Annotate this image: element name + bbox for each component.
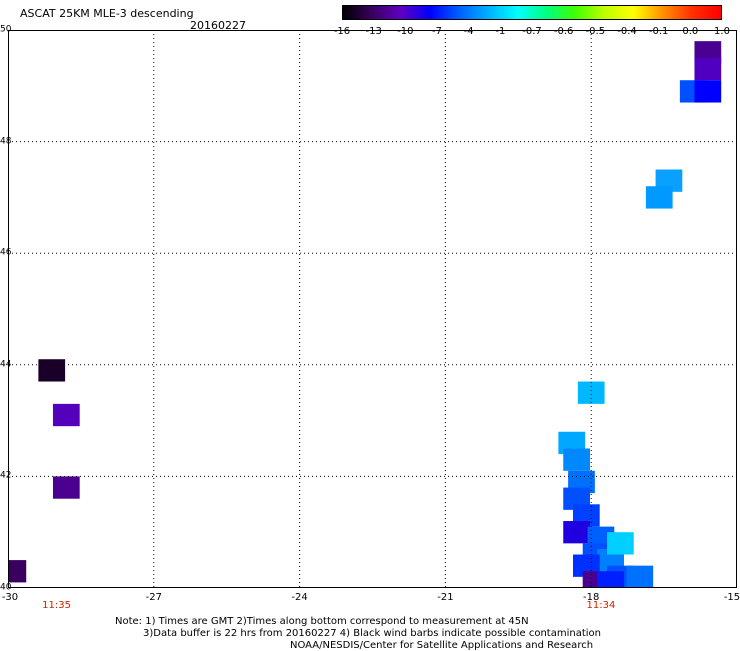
pass-time-label: 11:35 — [42, 600, 72, 611]
colorbar-tick-label: -0.1 — [648, 26, 669, 37]
latitude-tick-label: 48 — [0, 136, 12, 147]
longitude-tick-label: -30 — [1, 592, 19, 603]
latitude-tick-label: 44 — [0, 359, 12, 370]
colorbar-tick-label: -0.6 — [553, 26, 574, 37]
data-cell — [563, 521, 590, 544]
colorbar-tick-label: -0.7 — [522, 26, 542, 37]
data-cell — [52, 476, 80, 499]
note-line-1: Note: 1) Times are GMT 2)Times along bot… — [115, 616, 529, 627]
latitude-tick-label: 50 — [0, 24, 12, 35]
data-cell — [572, 504, 600, 527]
colorbar-tick-label: 1.0 — [714, 26, 730, 37]
map-plot — [8, 30, 737, 588]
longitude-tick-label: -27 — [145, 592, 162, 603]
data-cell — [38, 359, 66, 382]
data-cell — [597, 571, 625, 588]
longitude-tick-label: -21 — [437, 592, 454, 603]
colorbar-tick-label: 0.0 — [682, 26, 699, 37]
note-line-2: 3)Data buffer is 22 hrs from 20160227 4)… — [143, 628, 601, 639]
map-frame — [8, 30, 737, 588]
data-cell — [694, 57, 722, 81]
map-date: 20160227 — [190, 19, 246, 32]
colorbar-tick-label: -0.4 — [617, 26, 637, 37]
data-cell — [694, 80, 722, 103]
note-line-3: NOAA/NESDIS/Center for Satellite Applica… — [290, 640, 594, 651]
map-plot-area — [8, 30, 737, 588]
longitude-tick-label: -15 — [723, 592, 740, 603]
colorbar-tick-label: -1 — [495, 26, 506, 37]
colorbar — [342, 5, 722, 20]
latitude-tick-label: 40 — [0, 582, 12, 593]
data-cell — [577, 381, 605, 404]
data-cell — [52, 403, 80, 427]
colorbar-tick-label: -10 — [397, 26, 414, 37]
colorbar-tick-label: -13 — [365, 26, 382, 37]
data-cell — [563, 448, 590, 471]
colorbar-tick-label: -7 — [432, 26, 442, 37]
data-cell — [645, 186, 673, 209]
colorbar-tick-label: -4 — [463, 26, 474, 37]
data-cell — [606, 532, 634, 555]
latitude-tick-label: 42 — [0, 470, 12, 481]
map-title: ASCAT 25KM MLE-3 descending — [20, 7, 194, 20]
longitude-tick-label: -24 — [291, 592, 308, 603]
longitude-tick-label: -18 — [583, 592, 600, 603]
data-cell — [626, 565, 654, 588]
colorbar-tick-label: -0.5 — [585, 26, 606, 37]
colorbar-tick-label: -16 — [333, 26, 351, 37]
data-cell — [8, 560, 27, 583]
latitude-tick-label: 46 — [0, 247, 12, 258]
pass-time-label: 11:34 — [586, 600, 616, 611]
